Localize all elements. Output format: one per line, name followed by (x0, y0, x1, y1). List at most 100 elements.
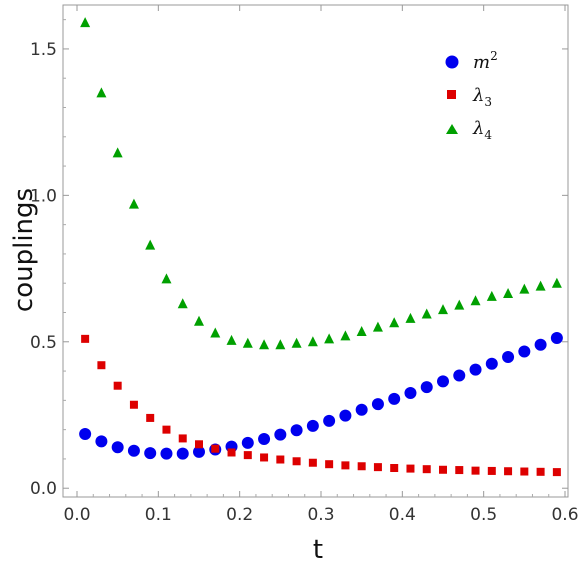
data-point-circle (420, 381, 433, 394)
y-tick-label: 0.5 (30, 333, 57, 353)
data-point-circle (274, 428, 287, 441)
data-point-triangle (470, 295, 481, 306)
legend-label-m2: m2 (473, 49, 498, 73)
data-point-square (195, 440, 203, 449)
data-point-circle (323, 414, 336, 427)
data-point-circle (79, 428, 92, 441)
x-axis-title: t (313, 535, 323, 564)
series-0 (79, 331, 563, 460)
data-point-triangle (438, 304, 448, 315)
legend-marker-triangle (446, 124, 458, 134)
data-point-triangle (275, 339, 286, 350)
data-point-square (487, 466, 496, 475)
legend-item-lambda3: λ3 (447, 85, 492, 109)
data-point-square (439, 465, 447, 474)
data-point-square (260, 453, 269, 462)
data-point-triangle (535, 280, 546, 291)
data-point-triangle (80, 17, 91, 28)
data-point-square (178, 434, 187, 443)
y-axis-title: couplings (9, 188, 39, 312)
data-point-triangle (96, 87, 107, 98)
data-point-square (390, 464, 399, 473)
legend-lambda4-subscript: 4 (484, 128, 492, 142)
x-axis-ticks: 0.0 0.1 0.2 0.3 0.4 0.5 0.6 (63, 5, 579, 525)
data-point-square (552, 468, 561, 477)
data-point-square (292, 457, 301, 466)
data-point-triangle (128, 198, 139, 209)
data-point-circle (469, 363, 482, 376)
data-point-square (308, 458, 317, 467)
data-point-triangle (389, 317, 400, 328)
data-point-circle (193, 445, 205, 458)
data-point-triangle (259, 339, 270, 350)
data-point-square (422, 465, 431, 474)
data-point-square (520, 467, 529, 476)
legend-label-lambda4: λ4 (472, 118, 492, 142)
data-point-circle (453, 369, 466, 382)
x-tick-label: 0.3 (307, 505, 334, 525)
data-point-square (455, 466, 464, 475)
series-2 (80, 17, 562, 350)
data-point-triangle (242, 337, 253, 348)
data-point-triangle (194, 315, 204, 326)
y-tick-label: 1.0 (30, 186, 57, 206)
data-point-circle (111, 441, 124, 454)
x-tick-label: 0.4 (389, 505, 416, 525)
data-point-triangle (519, 283, 530, 294)
legend-lambda3-subscript: 3 (484, 95, 492, 109)
data-point-triangle (503, 287, 514, 298)
data-point-square (81, 334, 90, 343)
data-point-square (504, 467, 513, 476)
data-point-square (373, 463, 382, 472)
data-point-square (97, 361, 106, 370)
series-1 (81, 334, 561, 477)
data-point-triangle (340, 330, 351, 341)
data-point-circle (355, 403, 368, 416)
data-point-circle (306, 419, 319, 432)
legend-lambda4-base: λ (472, 118, 484, 139)
data-point-square (227, 448, 236, 457)
data-point-triangle (177, 298, 188, 309)
data-point-triangle (112, 147, 123, 158)
legend-item-m2: m2 (445, 49, 498, 73)
data-point-circle (437, 375, 449, 388)
data-point-triangle (161, 273, 172, 284)
data-point-triangle (324, 333, 335, 344)
data-point-square (325, 460, 334, 469)
data-point-circle (95, 435, 108, 448)
data-point-circle (485, 357, 498, 370)
data-point-square (341, 461, 350, 470)
data-point-square (276, 455, 285, 464)
data-point-circle (550, 331, 563, 344)
data-point-circle (258, 433, 271, 446)
x-tick-label: 0.1 (145, 505, 172, 525)
plot-frame (62, 4, 569, 498)
data-point-square (129, 400, 138, 409)
x-tick-label: 0.6 (551, 505, 578, 525)
data-point-square (113, 381, 122, 390)
data-point-circle (127, 444, 140, 457)
data-point-circle (518, 345, 531, 358)
x-tick-label: 0.0 (63, 505, 90, 525)
data-points (79, 17, 563, 477)
data-point-triangle (145, 239, 156, 250)
legend-lambda3-base: λ (472, 85, 484, 106)
data-point-circle (502, 351, 515, 364)
data-point-square (406, 464, 415, 473)
data-point-square (471, 466, 480, 475)
data-point-circle (404, 387, 417, 400)
data-point-circle (144, 447, 157, 460)
data-point-square (243, 451, 252, 460)
data-point-triangle (486, 290, 497, 301)
data-point-triangle (372, 321, 383, 332)
data-point-circle (160, 447, 173, 460)
legend-m2-base: m (473, 52, 490, 73)
data-point-triangle (454, 299, 465, 310)
legend-m2-superscript: 2 (490, 49, 498, 63)
legend-marker-square (447, 90, 456, 99)
x-tick-label: 0.5 (470, 505, 497, 525)
data-point-circle (290, 424, 303, 437)
legend-item-lambda4: λ4 (446, 118, 492, 142)
data-point-circle (371, 398, 384, 411)
